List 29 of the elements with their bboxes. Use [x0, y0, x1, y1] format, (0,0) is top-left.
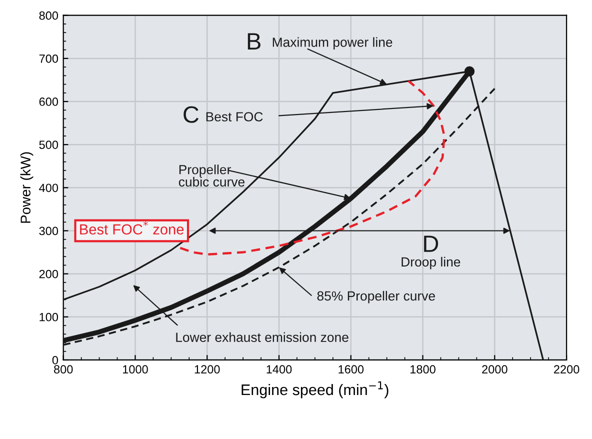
annotation: Best FOC [206, 112, 263, 122]
annotation: Lower exhaust emission zone [176, 332, 348, 342]
y-tick-label: 700 [39, 54, 58, 63]
annotation: Propeller cubic curve [178, 164, 245, 187]
annotation: 85% Propeller curve [317, 290, 435, 304]
y-tick-label: 0 [52, 356, 58, 364]
y-axis-title: Power (kW) [20, 152, 34, 223]
x-tick-label: 800 [54, 365, 73, 374]
annotation: Maximum power line [272, 37, 392, 50]
x-tick-label: 1400 [266, 365, 292, 374]
annotation: B [248, 33, 260, 50]
y-tick-label: 300 [39, 226, 58, 236]
y-tick-label: 100 [40, 312, 58, 322]
y-tick-label: 800 [39, 11, 58, 20]
x-axis-title: Engine speed (min$^{−1}$) [242, 381, 388, 398]
y-tick-label: 200 [39, 270, 58, 278]
y-tick-label: 500 [39, 140, 58, 149]
y-tick-label: 600 [39, 98, 58, 106]
x-tick-label: 1600 [338, 365, 364, 374]
x-tick-label: 2200 [554, 365, 580, 374]
x-tick-label: 1800 [410, 365, 436, 374]
annotation: Best FOC$^{*}$ zone [80, 221, 184, 235]
annotation: C [184, 106, 199, 123]
x-tick-label: 1000 [123, 365, 148, 374]
x-tick-label: 1200 [194, 365, 220, 374]
y-tick-label: 400 [39, 184, 58, 192]
x-tick-label: 2000 [482, 365, 508, 374]
annotation: D [424, 236, 438, 252]
annotation: Droop line [402, 256, 460, 270]
